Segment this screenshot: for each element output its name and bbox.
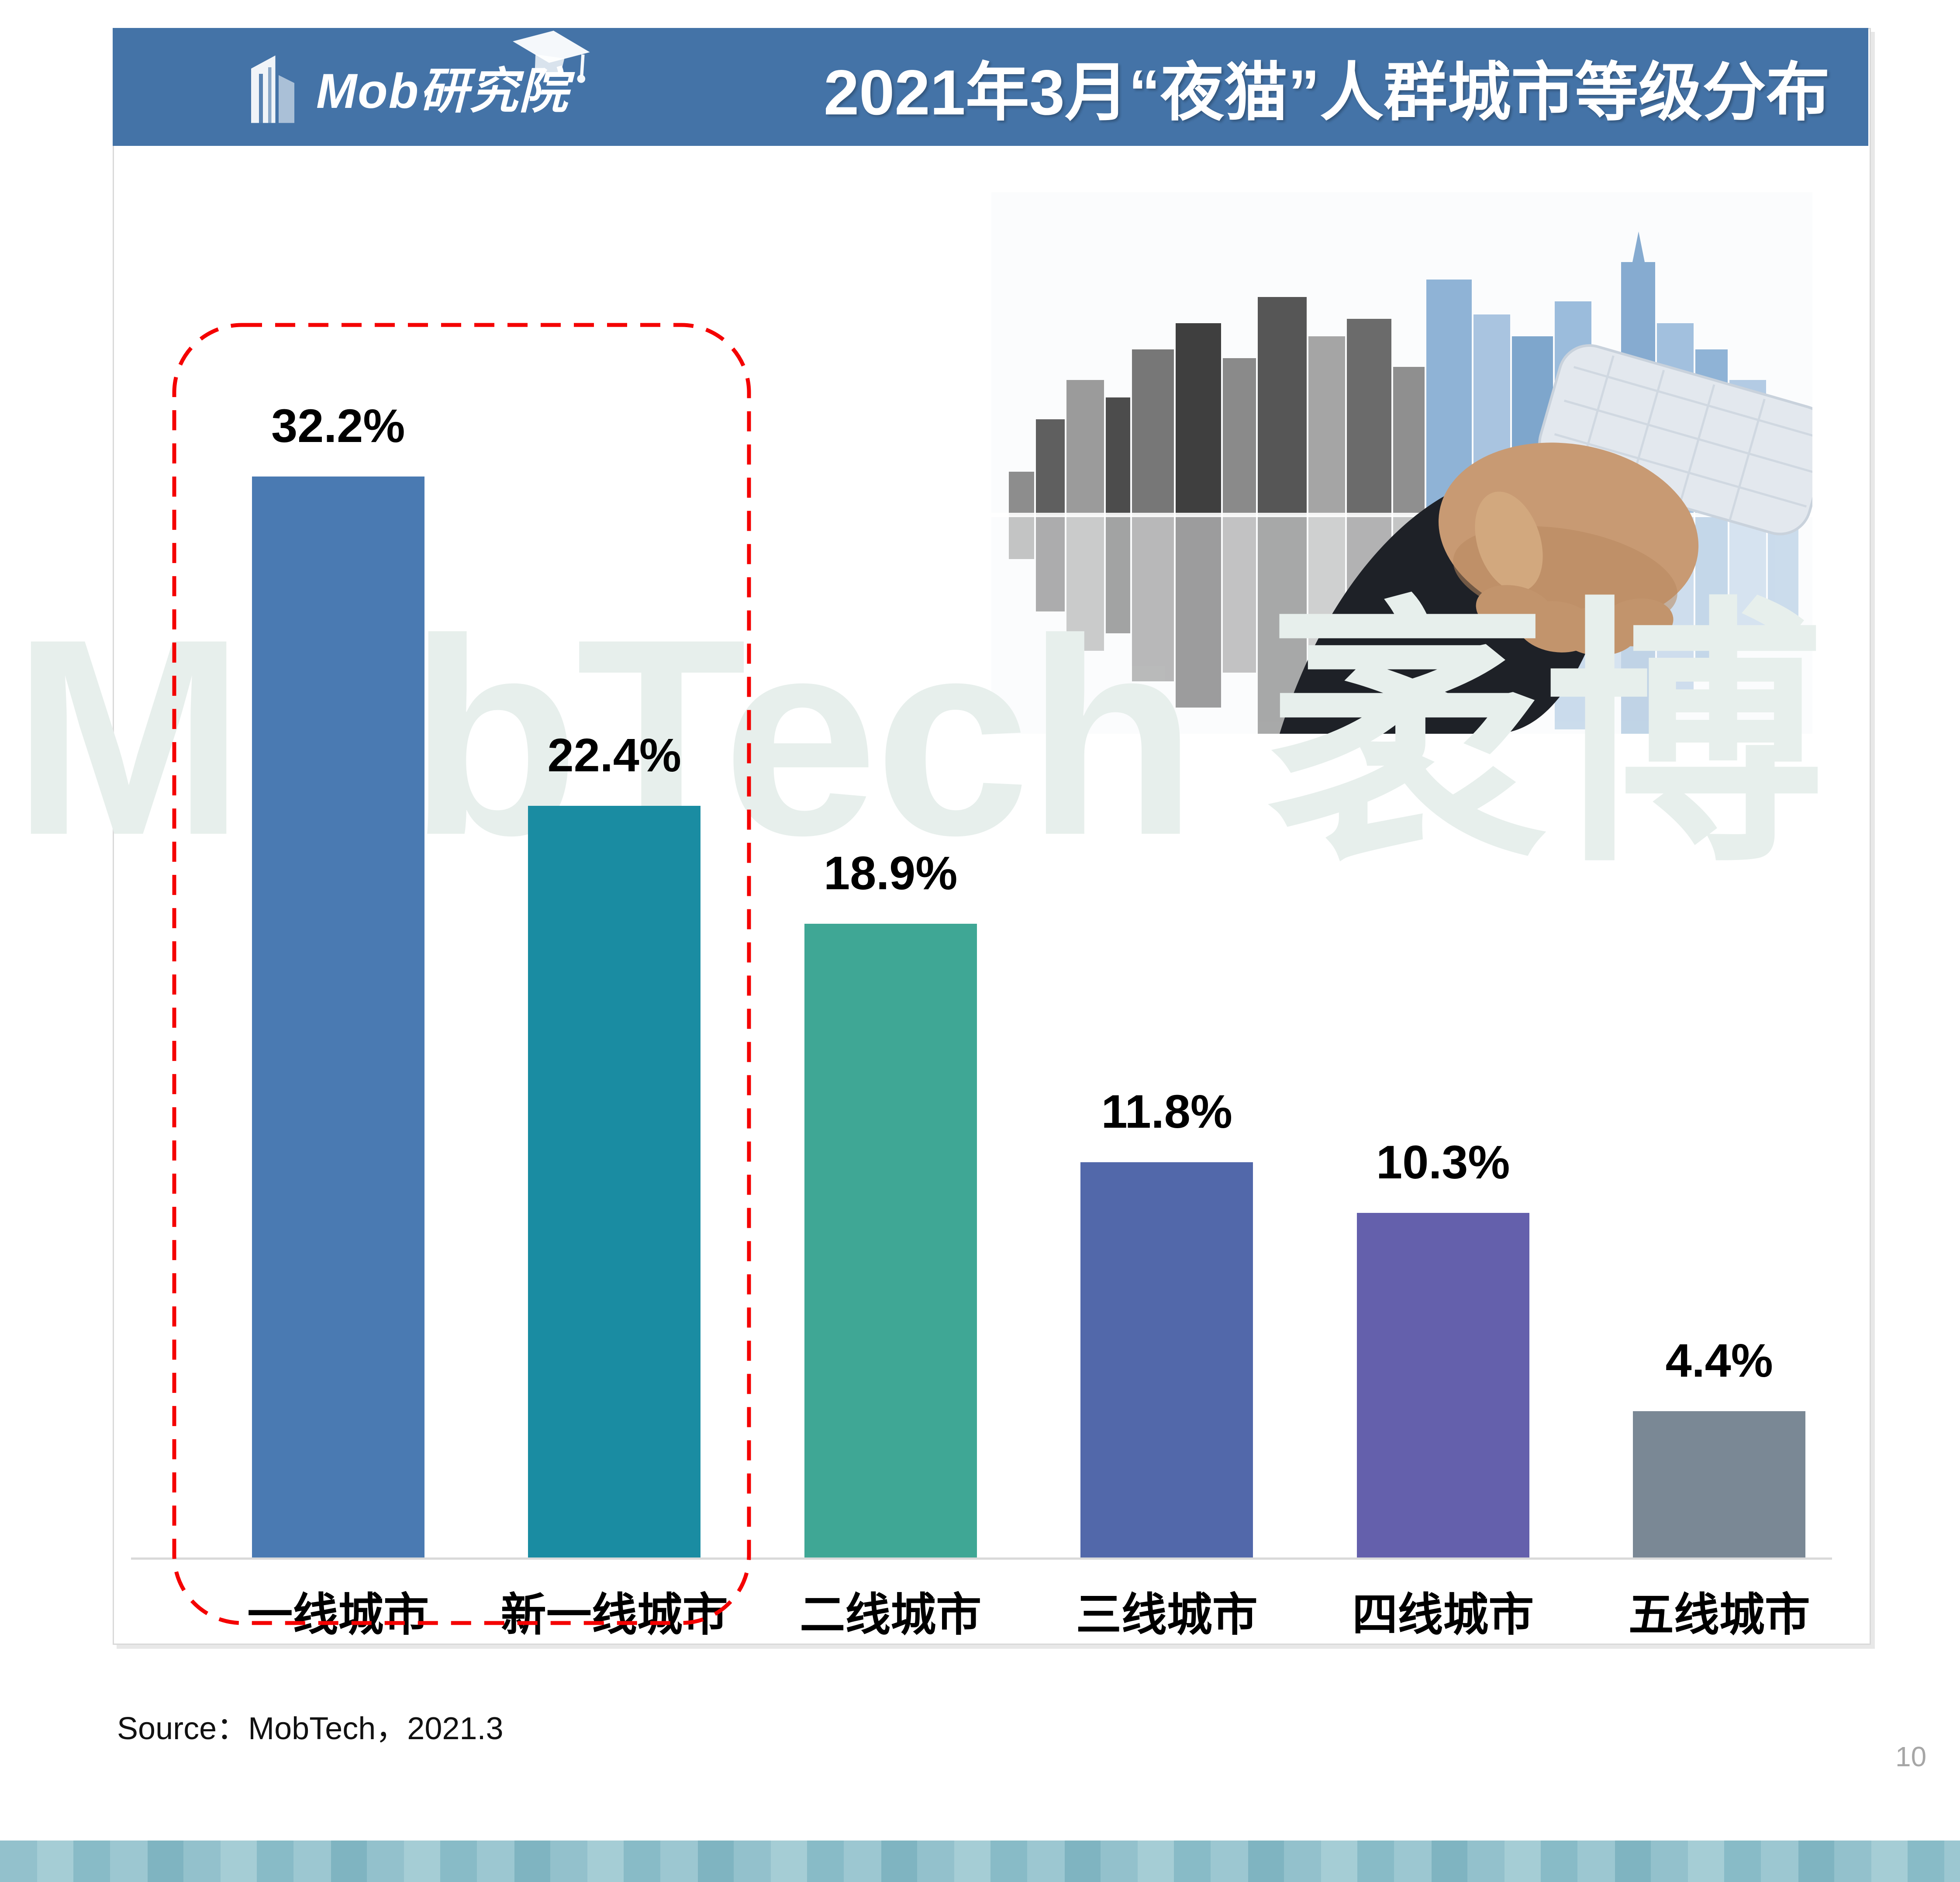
bar-value-label: 18.9% bbox=[824, 846, 958, 899]
chart-bar bbox=[252, 477, 424, 1559]
axis-category-label: 三线城市 bbox=[1076, 1590, 1258, 1640]
bar-column: 4.4% bbox=[1581, 1333, 1858, 1559]
page-number: 10 bbox=[1895, 1741, 1927, 1772]
logo-building-icon bbox=[251, 55, 294, 123]
axis-category-label: 一线城市 bbox=[247, 1590, 429, 1640]
source-note: Source：MobTech，2021.3 bbox=[117, 1711, 504, 1746]
bar-chart: 32.2% 22.4% 18.9% 11.8% 10.3% 4.4% bbox=[200, 358, 1857, 1559]
bar-column: 18.9% bbox=[752, 846, 1029, 1559]
bar-column: 32.2% bbox=[200, 398, 476, 1559]
graduation-cap-icon bbox=[513, 31, 590, 83]
axis-category-label: 四线城市 bbox=[1352, 1590, 1534, 1640]
chart-bar bbox=[528, 806, 701, 1559]
handshake bbox=[1280, 344, 1831, 734]
bar-value-label: 4.4% bbox=[1665, 1334, 1773, 1387]
bar-value-label: 32.2% bbox=[271, 399, 405, 452]
chart-bar bbox=[1080, 1162, 1253, 1559]
x-axis-baseline bbox=[131, 1557, 1832, 1560]
logo: Mob研究院 bbox=[239, 28, 590, 146]
handshake-city-svg bbox=[991, 192, 1831, 799]
x-axis-labels: 一线城市 新一线城市 二线城市 三线城市 四线城市 五线城市 bbox=[200, 1578, 1857, 1644]
footer-stripe-band bbox=[0, 1841, 1960, 1882]
bar-value-label: 11.8% bbox=[1101, 1085, 1232, 1138]
thumb bbox=[1475, 491, 1543, 592]
header-bar: Mob研究院 2021年3月“夜猫”人群城市等级分布 bbox=[113, 28, 1868, 146]
logo-text: Mob研究院 bbox=[316, 64, 569, 118]
handshake-city-image bbox=[991, 192, 1831, 799]
bar-value-label: 22.4% bbox=[547, 729, 681, 781]
chart-bar bbox=[1633, 1411, 1806, 1559]
slide-title: 2021年3月“夜猫”人群城市等级分布 bbox=[824, 56, 1830, 128]
chart-bar bbox=[804, 924, 977, 1559]
highlight-dashed-box bbox=[172, 323, 751, 1625]
axis-category-label: 二线城市 bbox=[800, 1590, 982, 1640]
axis-category-label: 新一线城市 bbox=[500, 1590, 728, 1640]
axis-category-label: 五线城市 bbox=[1628, 1590, 1810, 1640]
chart-bar bbox=[1356, 1213, 1529, 1559]
bar-column: 22.4% bbox=[476, 728, 753, 1559]
bar-column: 11.8% bbox=[1029, 1084, 1305, 1559]
bar-column: 10.3% bbox=[1305, 1135, 1581, 1559]
bar-value-label: 10.3% bbox=[1376, 1136, 1510, 1188]
fingers bbox=[1476, 585, 1674, 656]
